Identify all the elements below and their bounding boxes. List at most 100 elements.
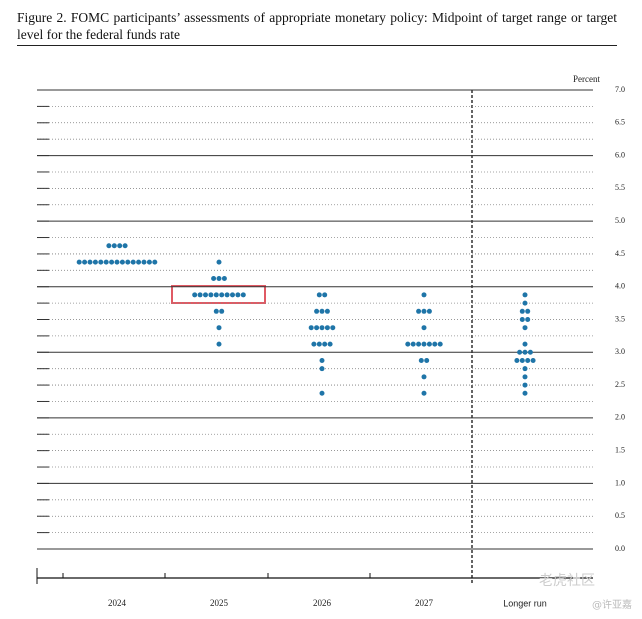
dot: [203, 292, 208, 298]
dot: [416, 308, 422, 314]
x-tick-label: 2026: [313, 598, 332, 608]
dot: [319, 357, 325, 363]
dot: [119, 259, 125, 265]
dot: [405, 341, 411, 347]
dot: [122, 243, 128, 249]
dot: [316, 341, 322, 347]
dot: [530, 357, 536, 363]
dot: [522, 349, 528, 355]
dot: [208, 292, 214, 298]
dot: [421, 325, 427, 331]
y-tick-label: 6.0: [615, 150, 625, 159]
dot: [192, 292, 198, 298]
dot: [522, 366, 528, 372]
dot: [324, 308, 330, 314]
y-tick-label: 5.0: [615, 216, 625, 225]
dot: [240, 292, 246, 298]
dot: [111, 243, 117, 249]
dot: [216, 325, 222, 331]
dot: [216, 341, 222, 347]
y-tick-label: 3.0: [615, 347, 625, 356]
dot: [319, 366, 325, 372]
dot: [141, 259, 147, 265]
y-tick-label: 2.0: [615, 413, 625, 422]
dot: [424, 357, 430, 363]
dot: [319, 325, 325, 331]
y-tick-label: 0.0: [615, 544, 625, 553]
dot: [92, 259, 98, 265]
dot: [130, 259, 136, 265]
dot: [522, 382, 528, 388]
dot: [106, 243, 112, 249]
y-tick-label: 4.0: [615, 282, 625, 291]
dot: [216, 276, 222, 282]
dot: [421, 292, 427, 298]
x-tick-label: 2025: [210, 598, 229, 608]
dot: [87, 259, 93, 265]
dot: [330, 325, 336, 331]
y-tick-label: 5.5: [615, 183, 625, 192]
dot: [421, 308, 427, 314]
dot: [421, 341, 427, 347]
dot: [519, 308, 525, 314]
dot: [308, 325, 314, 331]
dot: [522, 374, 528, 380]
dot: [522, 341, 528, 347]
dot: [421, 390, 427, 396]
watermark: 老虎社区: [539, 573, 595, 589]
dot: [319, 390, 325, 396]
dot: [416, 341, 422, 347]
dot: [213, 292, 219, 298]
dot: [216, 259, 222, 265]
dot: [235, 292, 241, 298]
y-tick-label: 3.5: [615, 314, 625, 323]
dot: [311, 341, 317, 347]
dot: [152, 259, 158, 265]
dot: [426, 308, 432, 314]
dot: [519, 317, 525, 322]
dot: [221, 276, 227, 282]
dot: [410, 341, 416, 347]
y-tick-label: 6.5: [615, 118, 625, 127]
dot: [327, 341, 333, 347]
dot: [525, 357, 531, 363]
dot: [527, 349, 533, 355]
dot: [517, 349, 523, 355]
y-tick-label: 4.5: [615, 249, 625, 258]
y-tick-label: 0.5: [615, 511, 625, 520]
chart-title: Figure 2. FOMC participants’ assessments…: [17, 9, 617, 46]
dot: [519, 357, 525, 363]
dot: [316, 292, 322, 298]
dot: [197, 292, 203, 298]
dot: [230, 292, 235, 298]
dot: [525, 317, 531, 322]
x-tick-label: 2024: [108, 598, 127, 608]
dot: [522, 325, 528, 331]
highlight-box: [171, 285, 266, 304]
dot: [109, 259, 115, 265]
dot: [432, 341, 438, 347]
dot: [522, 390, 528, 396]
y-tick-label: 2.5: [615, 380, 625, 389]
dot: [98, 259, 104, 265]
dot: [76, 259, 82, 265]
dot: [314, 325, 320, 331]
dot: [437, 341, 443, 347]
y-tick-label: 7.0: [615, 85, 625, 94]
dot: [418, 357, 424, 363]
dot: [314, 308, 320, 314]
dot: [522, 300, 528, 306]
dot: [322, 341, 328, 347]
dot: [103, 259, 109, 265]
dot: [319, 308, 325, 314]
y-tick-label: 1.0: [615, 478, 625, 487]
dot: [82, 259, 88, 265]
dot: [117, 243, 123, 249]
y-axis-label: Percent: [573, 74, 600, 84]
dot: [114, 259, 120, 265]
dot: [322, 292, 328, 298]
dot: [324, 325, 330, 331]
x-tick-label: Longer run: [503, 598, 547, 608]
